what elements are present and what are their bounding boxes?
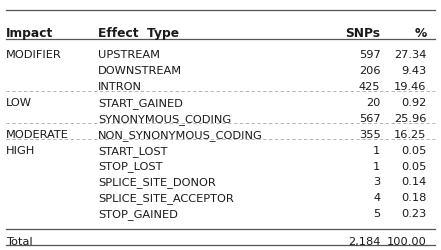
Text: %: % bbox=[414, 27, 426, 40]
Text: UPSTREAM: UPSTREAM bbox=[98, 50, 160, 60]
Text: Impact: Impact bbox=[6, 27, 53, 40]
Text: INTRON: INTRON bbox=[98, 82, 142, 92]
Text: DOWNSTREAM: DOWNSTREAM bbox=[98, 66, 182, 76]
Text: 0.05: 0.05 bbox=[401, 162, 426, 172]
Text: MODIFIER: MODIFIER bbox=[6, 50, 62, 60]
Text: 100.00: 100.00 bbox=[387, 237, 426, 247]
Text: 206: 206 bbox=[359, 66, 381, 76]
Text: 4: 4 bbox=[374, 193, 381, 203]
Text: STOP_GAINED: STOP_GAINED bbox=[98, 209, 178, 220]
Text: START_LOST: START_LOST bbox=[98, 146, 167, 156]
Text: 3: 3 bbox=[373, 178, 381, 188]
Text: 0.23: 0.23 bbox=[401, 209, 426, 219]
Text: SYNONYMOUS_CODING: SYNONYMOUS_CODING bbox=[98, 114, 231, 125]
Text: 20: 20 bbox=[366, 98, 381, 108]
Text: 355: 355 bbox=[359, 130, 381, 140]
Text: 2,184: 2,184 bbox=[348, 237, 381, 247]
Text: Total: Total bbox=[6, 237, 32, 247]
Text: 567: 567 bbox=[359, 114, 381, 124]
Text: 1: 1 bbox=[373, 146, 381, 156]
Text: HIGH: HIGH bbox=[6, 146, 35, 156]
Text: 597: 597 bbox=[359, 50, 381, 60]
Text: START_GAINED: START_GAINED bbox=[98, 98, 183, 109]
Text: 5: 5 bbox=[373, 209, 381, 219]
Text: 16.25: 16.25 bbox=[394, 130, 426, 140]
Text: LOW: LOW bbox=[6, 98, 32, 108]
Text: SNPs: SNPs bbox=[345, 27, 381, 40]
Text: Effect  Type: Effect Type bbox=[98, 27, 179, 40]
Text: NON_SYNONYMOUS_CODING: NON_SYNONYMOUS_CODING bbox=[98, 130, 262, 141]
Text: 425: 425 bbox=[359, 82, 381, 92]
Text: 9.43: 9.43 bbox=[401, 66, 426, 76]
Text: 19.46: 19.46 bbox=[394, 82, 426, 92]
Text: 25.96: 25.96 bbox=[394, 114, 426, 124]
Text: 27.34: 27.34 bbox=[394, 50, 426, 60]
Text: SPLICE_SITE_ACCEPTOR: SPLICE_SITE_ACCEPTOR bbox=[98, 193, 234, 204]
Text: 0.92: 0.92 bbox=[401, 98, 426, 108]
Text: 0.05: 0.05 bbox=[401, 146, 426, 156]
Text: MODERATE: MODERATE bbox=[6, 130, 69, 140]
Text: STOP_LOST: STOP_LOST bbox=[98, 162, 162, 172]
Text: 1: 1 bbox=[373, 162, 381, 172]
Text: SPLICE_SITE_DONOR: SPLICE_SITE_DONOR bbox=[98, 178, 216, 188]
Text: 0.14: 0.14 bbox=[401, 178, 426, 188]
Text: 0.18: 0.18 bbox=[401, 193, 426, 203]
